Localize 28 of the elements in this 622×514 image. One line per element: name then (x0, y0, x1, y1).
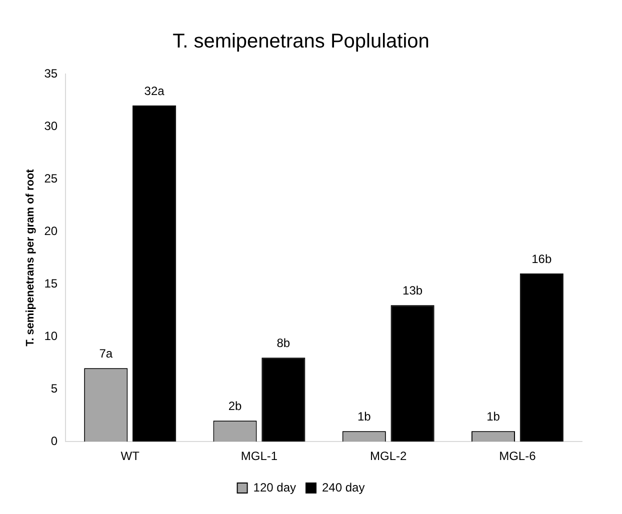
bar (262, 358, 306, 442)
y-tick-label: 30 (44, 118, 58, 133)
x-tick-label: MGL-1 (240, 449, 278, 464)
y-axis-title: T. semipenetrans per gram of root (24, 168, 37, 346)
x-tick-label: WT (120, 449, 140, 464)
y-tick-label: 35 (44, 66, 58, 80)
data-label: 1b (357, 409, 372, 424)
y-tick-label: 0 (50, 434, 58, 448)
y-tick-label: 10 (44, 328, 58, 343)
chart-title: T. semipenetrans Poplulation (172, 30, 430, 53)
bar (390, 305, 434, 442)
data-label: 7a (99, 346, 113, 360)
y-tick-label: 20 (44, 224, 58, 238)
x-tick-label: MGL-6 (499, 449, 536, 464)
y-tick-label: 5 (50, 381, 58, 396)
data-label: 13b (402, 283, 423, 298)
x-tick-label: MGL-2 (370, 449, 407, 464)
data-label: 32a (144, 84, 165, 98)
legend-label: 120 day (253, 480, 296, 494)
data-label: 2b (228, 398, 242, 413)
bar (520, 274, 564, 442)
bar (132, 106, 176, 442)
data-label: 8b (276, 336, 290, 350)
data-label: 16b (532, 252, 552, 266)
legend-label: 240 day (322, 480, 365, 494)
y-tick-label: 25 (44, 171, 58, 186)
y-tick-label: 15 (44, 276, 58, 290)
data-label: 1b (486, 409, 500, 424)
